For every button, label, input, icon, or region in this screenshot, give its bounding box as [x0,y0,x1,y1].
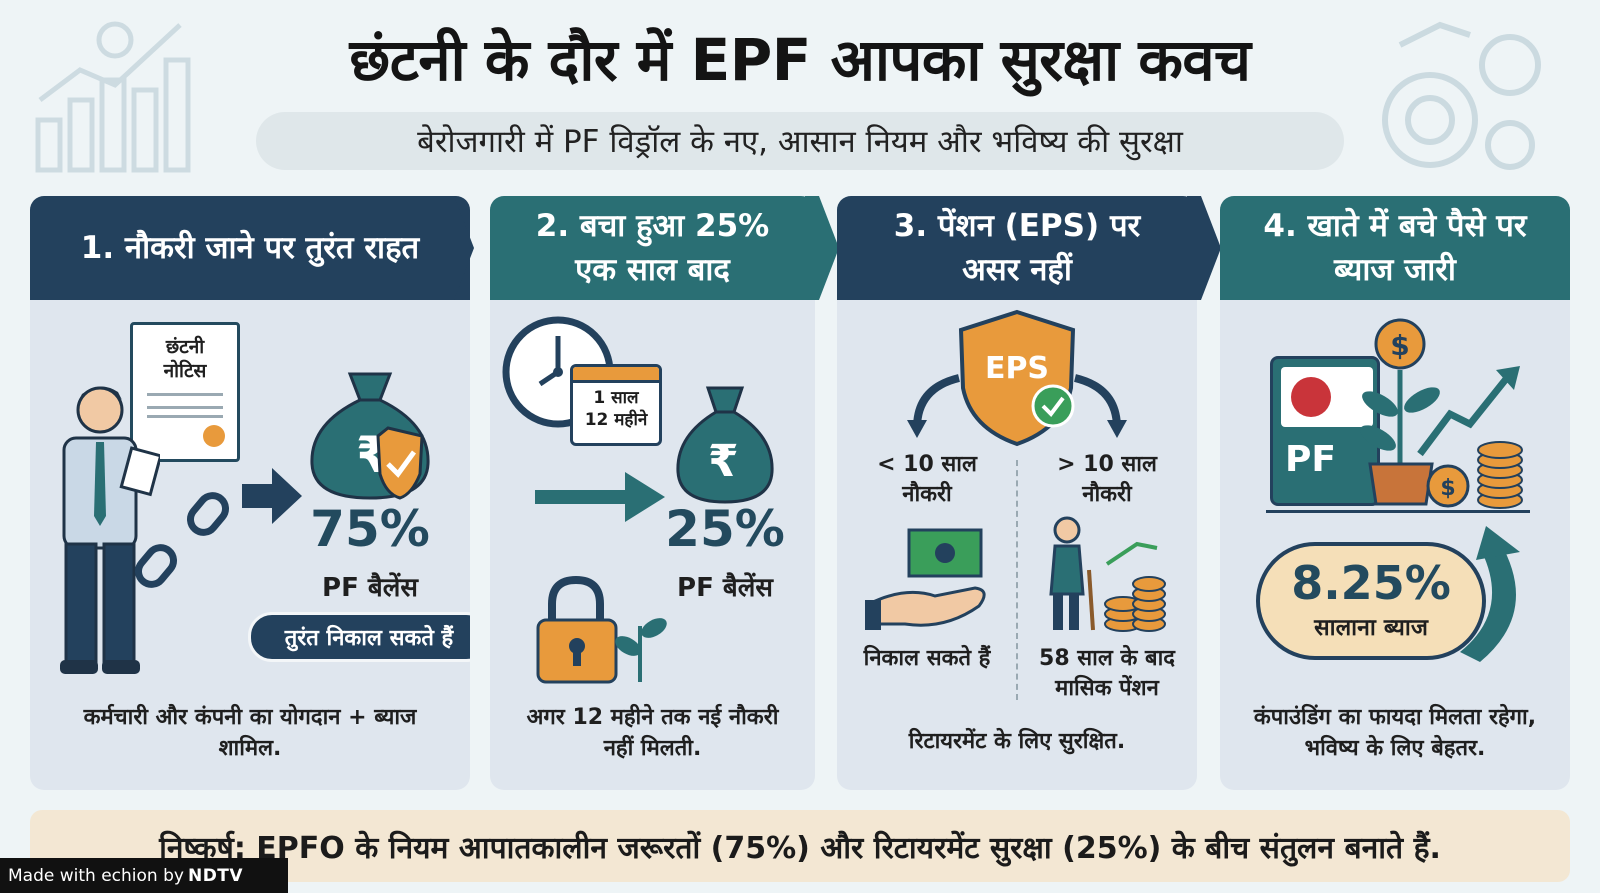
panel-2-footer: अगर 12 महीने तक नई नौकरी नहीं मिलती. [526,705,779,761]
calendar-line-2: 12 महीने [584,410,648,430]
pensioner-coins-icon [1049,516,1166,632]
can-withdraw-label: निकाल सकते हैं [863,646,991,671]
panel-3-footer: रिटायरमेंट के लिए सुरक्षित. [908,729,1126,754]
layoff-notice-icon: छंटनी नोटिस [130,322,240,462]
interest-rate-label: सालाना ब्याज [1314,615,1428,641]
gears-decoration-icon [1382,21,1541,170]
svg-text:$: $ [1440,476,1455,501]
chevron-right-icon [440,196,474,300]
pf-balance-label-1: PF बैलेंस [322,573,418,603]
watermark-brand: echion [101,865,158,886]
broken-chain-icon [135,492,229,588]
panel-4-title: 4. खाते में बचे पैसे पर ब्याज जारी [1220,196,1570,300]
percent-25: 25% [665,500,785,558]
calendar-line-1: 1 साल [593,388,639,408]
money-bag-shield-icon: ₹ [310,372,430,500]
interest-badge-arrow-icon [1460,526,1520,662]
svg-text:$: $ [1390,329,1409,362]
panel-2-title: 2. बचा हुआ 25% एक साल बाद [490,196,815,300]
monthly-pension-label: 58 साल के बाद मासिक पेंशन [1039,646,1175,701]
interest-rate-value: 8.25% [1291,556,1451,610]
panel-interest: 4. खाते में बचे पैसे पर ब्याज जारी PF $ … [1220,196,1570,790]
shelf-line [1266,510,1530,513]
under-10-years-label: < 10 साल नौकरी [877,452,977,507]
panel-4-footer: कंपाउंडिंग का फायदा मिलता रहेगा, भविष्य … [1253,705,1537,761]
pf-balance-label-2: PF बैलेंस [677,573,773,603]
plant-coins-growth-icon: $ $ [1360,318,1523,509]
right-arrow-icon [535,472,665,522]
page-title: छंटनी के दौर में EPF आपका सुरक्षा कवच [349,26,1251,94]
panel-1-footer: कर्मचारी और कंपनी का योगदान + ब्याज शामि… [83,705,417,761]
page-subtitle: बेरोजगारी में PF विड्रॉल के नए, आसान निय… [256,112,1344,170]
divider [1016,460,1018,700]
panel-3-title: 3. पेंशन (EPS) पर असर नहीं [837,196,1197,300]
chevron-right-icon [805,196,839,300]
percent-75: 75% [310,500,430,558]
watermark-owner: NDTV [187,865,244,886]
eps-shield-icon: EPS [907,309,1127,447]
made-with-watermark: Made with echion by NDTV [0,858,288,893]
panel-eps-pension: 3. पेंशन (EPS) पर असर नहीं EPS < 10 साल … [837,196,1197,790]
right-arrow-icon [242,468,302,524]
watermark-by: by [163,865,184,886]
notice-line-2: नोटिस [163,360,207,382]
panel-job-loss: 1. नौकरी जाने पर तुरंत राहत छंटनी नोटिस [30,196,470,790]
worried-employee-icon [60,386,160,674]
money-bag-icon: ₹ [676,386,774,504]
withdraw-immediately-badge: तुरंत निकाल सकते हैं [248,612,470,662]
notice-line-1: छंटनी [165,336,205,358]
lock-plant-icon [536,576,667,684]
panel-remaining-25: 2. बचा हुआ 25% एक साल बाद 1 साल 12 महीने… [490,196,815,790]
interest-rate-badge: 8.25% सालाना ब्याज [1256,542,1486,660]
pf-card-label: PF [1285,439,1336,480]
calendar-icon: 1 साल 12 महीने [570,364,662,446]
panel-1-title: 1. नौकरी जाने पर तुरंत राहत [30,196,470,300]
over-10-years-label: > 10 साल नौकरी [1057,452,1157,507]
svg-text:₹: ₹ [708,436,739,487]
watermark-prefix: Made with [8,865,96,886]
eps-shield-label: EPS [985,351,1049,386]
chevron-right-icon [1187,196,1221,300]
hand-cash-icon [865,528,986,630]
growth-chart-decoration-icon [35,21,191,173]
